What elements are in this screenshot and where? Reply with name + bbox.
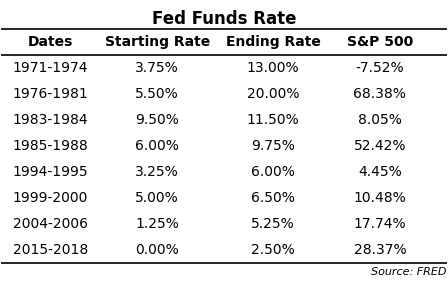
Text: 1999-2000: 1999-2000 xyxy=(13,191,88,205)
Text: 0.00%: 0.00% xyxy=(135,243,179,257)
Text: 6.50%: 6.50% xyxy=(251,191,295,205)
Text: 1976-1981: 1976-1981 xyxy=(13,87,88,101)
Text: 11.50%: 11.50% xyxy=(246,113,299,127)
Text: Fed Funds Rate: Fed Funds Rate xyxy=(152,10,296,28)
Text: Source: FRED: Source: FRED xyxy=(371,267,447,277)
Text: 3.75%: 3.75% xyxy=(135,61,179,75)
Text: Ending Rate: Ending Rate xyxy=(225,35,320,49)
Text: -7.52%: -7.52% xyxy=(356,61,404,75)
Text: 4.45%: 4.45% xyxy=(358,165,402,179)
Text: S&P 500: S&P 500 xyxy=(347,35,413,49)
Text: 1985-1988: 1985-1988 xyxy=(13,139,88,153)
Text: 1971-1974: 1971-1974 xyxy=(13,61,88,75)
Text: 8.05%: 8.05% xyxy=(358,113,402,127)
Text: 2004-2006: 2004-2006 xyxy=(13,217,88,231)
Text: 3.25%: 3.25% xyxy=(135,165,179,179)
Text: 28.37%: 28.37% xyxy=(353,243,406,257)
Text: 6.00%: 6.00% xyxy=(251,165,295,179)
Text: 13.00%: 13.00% xyxy=(247,61,299,75)
Text: 20.00%: 20.00% xyxy=(247,87,299,101)
Text: 68.38%: 68.38% xyxy=(353,87,406,101)
Text: 1983-1984: 1983-1984 xyxy=(13,113,88,127)
Text: 2.50%: 2.50% xyxy=(251,243,295,257)
Text: Starting Rate: Starting Rate xyxy=(104,35,210,49)
Text: 17.74%: 17.74% xyxy=(353,217,406,231)
Text: 5.25%: 5.25% xyxy=(251,217,295,231)
Text: 1.25%: 1.25% xyxy=(135,217,179,231)
Text: 10.48%: 10.48% xyxy=(353,191,406,205)
Text: 5.50%: 5.50% xyxy=(135,87,179,101)
Text: 5.00%: 5.00% xyxy=(135,191,179,205)
Text: Dates: Dates xyxy=(28,35,73,49)
Text: 9.75%: 9.75% xyxy=(251,139,295,153)
Text: 2015-2018: 2015-2018 xyxy=(13,243,88,257)
Text: 52.42%: 52.42% xyxy=(353,139,406,153)
Text: 1994-1995: 1994-1995 xyxy=(13,165,88,179)
Text: 6.00%: 6.00% xyxy=(135,139,179,153)
Text: 9.50%: 9.50% xyxy=(135,113,179,127)
